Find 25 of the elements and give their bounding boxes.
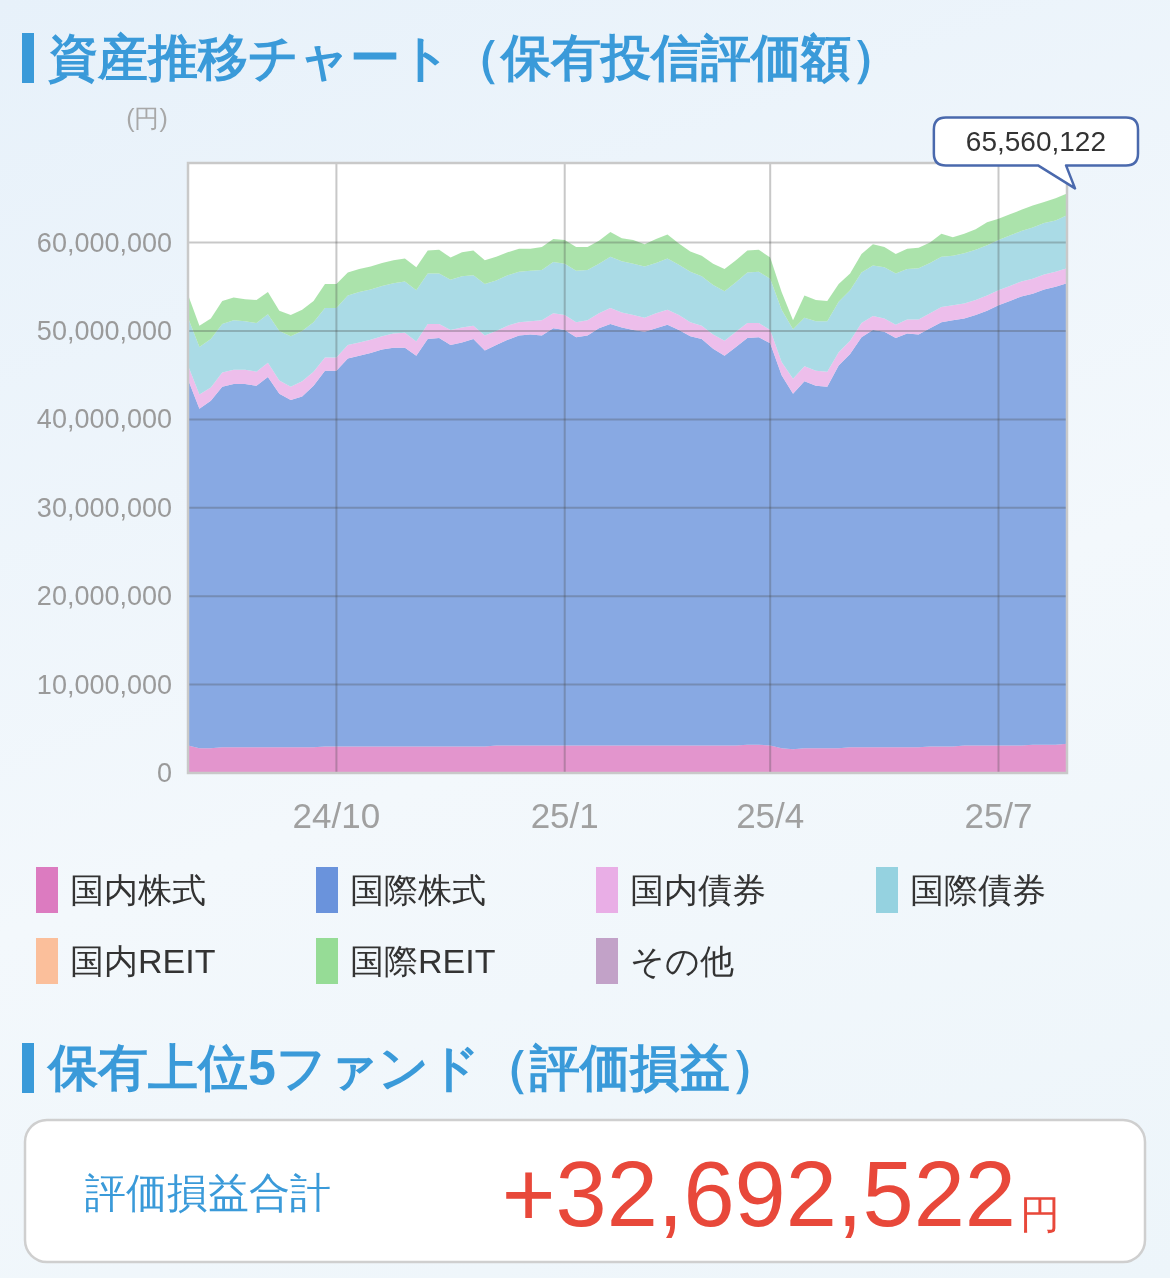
y-tick-label: 0 [156,758,172,788]
y-tick-label: 10,000,000 [36,669,172,700]
legend-label: 国内REIT [70,942,216,980]
text: 評価損益合計 [85,1170,331,1216]
x-tick-label: 25/1 [530,795,599,835]
y-tick-label: 60,000,000 [36,227,172,258]
y-axis-title: (円) [126,104,168,132]
legend-label: 国際株式 [350,871,486,909]
chart-title: 資産推移チャート（保有投信評価額） [48,30,901,86]
y-tick-label: 50,000,000 [36,315,172,346]
legend-label: 国内債券 [630,871,766,909]
y-tick-label: 30,000,000 [36,492,172,523]
x-tick-label: 25/4 [736,795,805,835]
legend-label: その他 [630,942,734,980]
text: 保有上位5ファンド（評価損益） [46,1040,780,1096]
text: 円 [1020,1192,1060,1236]
legend-label: 国際債券 [910,871,1046,909]
text: 65,560,122 [965,125,1106,157]
y-tick-label: 20,000,000 [36,581,172,612]
x-tick-label: 25/7 [964,795,1033,835]
legend-label: 国際REIT [350,942,496,980]
y-tick-label: 40,000,000 [36,404,172,435]
text: +32,692,522 [501,1143,1016,1245]
x-tick-label: 24/10 [292,795,381,835]
legend-label: 国内株式 [70,871,206,909]
